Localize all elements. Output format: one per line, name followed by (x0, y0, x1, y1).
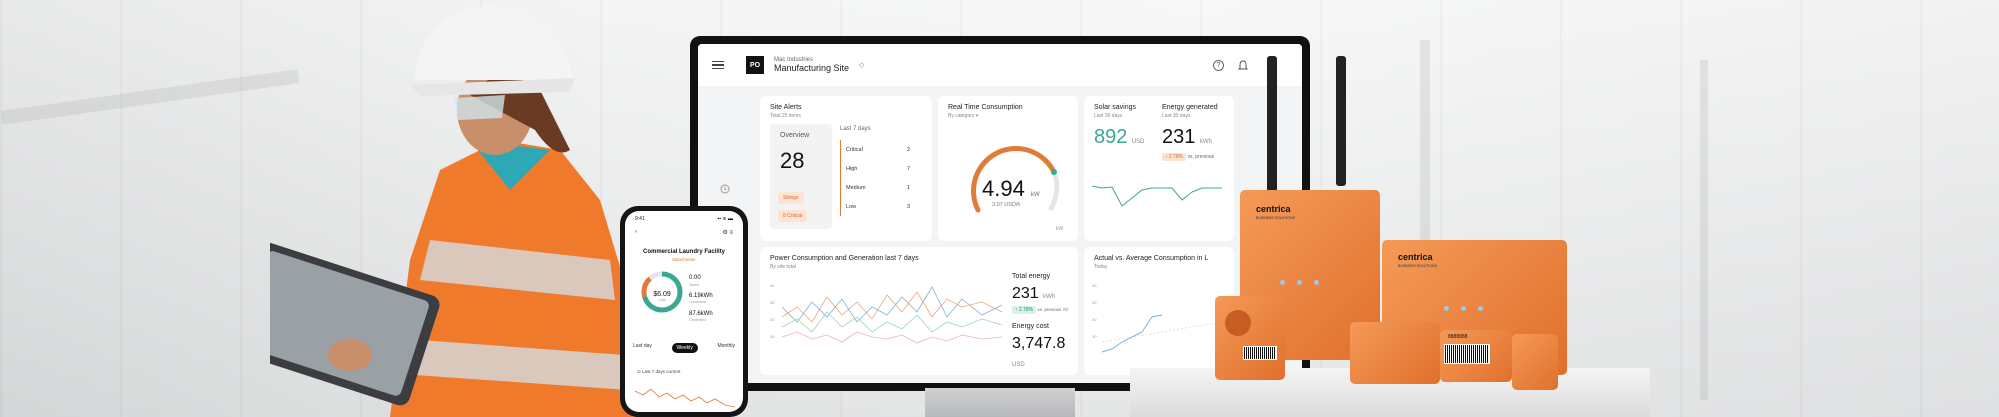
consumption-gauge (971, 146, 1060, 213)
menu-icon[interactable] (712, 60, 724, 70)
barcode (1243, 346, 1277, 360)
bell-icon[interactable] (1238, 59, 1248, 71)
alert-row[interactable]: Critical 2 (840, 140, 910, 159)
dashboard-monitor: PO Mac Industries Manufacturing Site ◇ ?… (690, 36, 1310, 391)
alert-row[interactable]: High 7 (840, 159, 910, 178)
device-leds (1280, 280, 1319, 285)
card-title: Real Time Consumption (948, 104, 1023, 111)
ct-clamp-device (1512, 334, 1558, 390)
y-axis-ticks: 40 30 20 10 (1092, 283, 1097, 339)
gauge-value: 4.94 kW (982, 176, 1040, 201)
background-pillar (1420, 40, 1430, 400)
worker-illustration (270, 5, 640, 417)
mobile-phone: 9:41 ▪▪ ≋ ▬ ‹ ⚙ ≡ Commercial Laundry Faci… (620, 206, 748, 417)
site-title: Manufacturing Site (774, 63, 850, 73)
phone-location-row: ⊙ Last 7 days current (637, 369, 681, 374)
realtime-consumption-card: Real Time Consumption By category ▾ 4.94… (938, 96, 1078, 241)
background-pillar (1700, 60, 1708, 400)
overview-box[interactable]: Overview 28 Strings 8 Critical (770, 124, 832, 229)
top-bar: PO Mac Industries Manufacturing Site ◇ ? (698, 44, 1302, 86)
tab-monthly[interactable]: Monthly (717, 343, 735, 349)
device-brand: centrica (1398, 252, 1433, 262)
overview-count: 28 (780, 148, 805, 173)
phone-nav: ‹ ⚙ ≡ (635, 229, 733, 236)
tab-weekly[interactable]: Weekly (671, 343, 698, 353)
location-pin-icon: ⊙ (637, 369, 641, 374)
cost-ring (641, 271, 683, 313)
y-axis-ticks: 40 30 20 10 (770, 283, 775, 339)
alert-row[interactable]: Medium 1 (840, 178, 910, 197)
site-selector[interactable]: Mac Industries Manufacturing Site (774, 57, 849, 73)
ct-clamp-device (1215, 296, 1285, 380)
power-chart-card: Power Consumption and Generation last 7 … (760, 247, 1078, 375)
clock-icon[interactable] (720, 184, 730, 194)
ring-value: $6.09 Cost (653, 291, 671, 302)
facility-location: Manchester (672, 257, 696, 262)
gauge-sub-value: 3.07 USD/h (992, 202, 1021, 208)
actual-vs-average-card: Actual vs. Average Consumption in L Toda… (1084, 247, 1234, 375)
solar-energy-card: Solar savings Last 30 days 892 USD Energ… (1084, 96, 1234, 241)
dashboard-screen: PO Mac Industries Manufacturing Site ◇ ?… (698, 44, 1302, 383)
energy-generated-value: 231 kWh (1162, 126, 1212, 148)
site-logo: PO (746, 56, 764, 74)
energy-generated-title: Energy generated (1162, 104, 1218, 111)
clamp-hole (1225, 310, 1251, 336)
tab-last-day[interactable]: Last day (633, 343, 652, 349)
alert-period: Last 7 days (840, 126, 871, 132)
barcode-text: 8888888 (1448, 334, 1468, 340)
device-leds (1444, 306, 1483, 311)
card-subtitle: By site total (770, 264, 796, 270)
card-title: Solar savings (1094, 104, 1137, 111)
category-dropdown[interactable]: By category ▾ (948, 113, 979, 119)
total-energy-change: ↑ 2.78% vs. previous 7d (1012, 306, 1068, 314)
card-title: Site Alerts (770, 104, 802, 111)
antenna (1267, 56, 1277, 201)
energy-cost-value: 3,747.8 USD (1012, 335, 1066, 368)
site-dropdown-icon[interactable]: ◇ (859, 62, 865, 69)
phone-stats: 0.00 Saved 6.19kWh Consumed 87.6kWh Generat… (689, 275, 713, 323)
site-subtitle: Mac Industries (774, 57, 814, 63)
settings-icon[interactable]: ⚙ ≡ (722, 230, 733, 236)
ct-clamp-device (1350, 322, 1440, 384)
solar-sparkline (1092, 185, 1222, 207)
card-subtitle: Last 30 days (1094, 113, 1123, 119)
actual-line-chart (1102, 314, 1222, 353)
device-brand-sub: BUSINESS SOLUTIONS (1398, 264, 1437, 268)
card-subtitle: Today (1094, 264, 1108, 270)
alert-row[interactable]: Low 3 (840, 197, 910, 216)
help-icon[interactable]: ? (1213, 59, 1224, 71)
total-energy-label: Total energy (1012, 273, 1051, 280)
gauge-scale-label: kW (1056, 226, 1064, 232)
antenna (1336, 56, 1346, 186)
phone-screen: 9:41 ▪▪ ≋ ▬ ‹ ⚙ ≡ Commercial Laundry Faci… (625, 211, 743, 412)
phone-sparkline (635, 388, 735, 408)
card-title: Power Consumption and Generation last 7 … (770, 255, 919, 262)
power-line-chart (782, 286, 1002, 344)
status-badge: Strings (778, 192, 804, 204)
overview-label: Overview (780, 132, 810, 139)
monitor-stand (925, 388, 1075, 417)
site-alerts-card: Site Alerts Total 25 items Overview 28 S… (760, 96, 932, 241)
barcode (1444, 344, 1490, 364)
facility-title: Commercial Laundry Facility (642, 249, 726, 255)
solar-value: 892 USD (1094, 126, 1145, 148)
back-icon[interactable]: ‹ (635, 229, 637, 235)
status-badge: 8 Critical (778, 210, 808, 222)
card-title: Actual vs. Average Consumption in L (1094, 255, 1209, 262)
device-brand: centrica (1256, 204, 1291, 214)
period-tabs: Last day Weekly Monthly (633, 343, 735, 353)
device-brand-sub: BUSINESS SOLUTIONS (1256, 216, 1295, 220)
phone-status-bar: 9:41 ▪▪ ≋ ▬ (635, 216, 733, 222)
alert-list: Last 7 days Critical 2 High 7 Medium 1 Low 3 (840, 126, 910, 216)
ct-clamp-device: 8888888 (1440, 330, 1512, 382)
card-subtitle: Total 25 items (770, 113, 801, 119)
energy-generated-subtitle: Last 30 days (1162, 113, 1191, 119)
energy-generated-change: ↓ 2.78% vs. previous (1162, 153, 1214, 161)
energy-cost-label: Energy cost (1012, 323, 1049, 330)
total-energy-value: 231 kWh (1012, 285, 1056, 302)
